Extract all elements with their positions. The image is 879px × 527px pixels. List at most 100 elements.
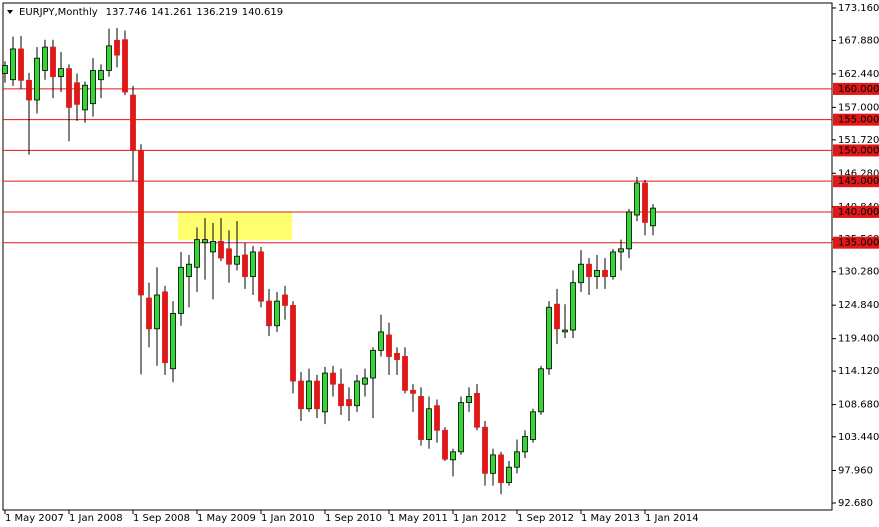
candle-body xyxy=(170,313,176,370)
candle-body xyxy=(634,182,640,216)
candle-body xyxy=(554,303,560,330)
candle-body xyxy=(354,380,360,407)
candle-body xyxy=(370,349,376,379)
candle-body xyxy=(378,331,384,351)
level-label-box xyxy=(833,82,879,95)
x-tick-label: 1 May 2013 xyxy=(581,513,640,524)
x-tick-label: 1 May 2011 xyxy=(389,513,448,524)
candle-body xyxy=(50,46,56,78)
close-value: 140.619 xyxy=(242,7,283,18)
axes: 173.160 167.880 162.440 157.000 151.720 146.2… xyxy=(4,3,879,524)
candle-body xyxy=(178,266,184,314)
candle-body xyxy=(74,82,80,105)
level-label-box xyxy=(833,205,879,218)
y-tick-label: 173.160 xyxy=(838,3,879,14)
chart-header: EURJPY,Monthly 137.746 141.261 136.219 140.6… xyxy=(19,7,283,18)
symbol: EURJPY,Monthly xyxy=(19,7,98,18)
candle-body xyxy=(242,254,248,277)
candle-body xyxy=(194,239,200,268)
candle-body xyxy=(162,291,168,364)
candle-body xyxy=(466,396,472,404)
level-label: 135.000 xyxy=(838,238,879,249)
candle-body xyxy=(458,402,464,453)
candle-body xyxy=(338,383,344,407)
x-tick-label: 1 Sep 2010 xyxy=(325,513,382,524)
y-tick-label: 146.280 xyxy=(838,168,879,179)
x-tick-label: 1 Jan 2012 xyxy=(453,513,507,524)
x-tick-label: 1 Jan 2008 xyxy=(69,513,123,524)
candle-body xyxy=(642,182,648,223)
candle-body xyxy=(202,239,208,244)
x-tick-label: 1 Sep 2008 xyxy=(133,513,190,524)
x-tick-label: 1 May 2007 xyxy=(5,513,64,524)
level-label-box xyxy=(833,175,879,188)
menu-arrow[interactable] xyxy=(7,10,13,14)
low-value: 136.219 xyxy=(196,7,237,18)
candle-body xyxy=(266,300,272,327)
candle-body xyxy=(522,436,528,453)
candle-body xyxy=(186,263,192,277)
level-label-box xyxy=(833,144,879,157)
level-label: 155.000 xyxy=(838,115,879,126)
candle-body xyxy=(570,282,576,331)
highlight-zone xyxy=(178,212,292,240)
candle-body xyxy=(58,68,64,78)
candle-body xyxy=(410,389,416,394)
candle-body xyxy=(594,269,600,277)
candle-body xyxy=(114,39,120,56)
candle-body xyxy=(362,377,368,385)
candle-body xyxy=(10,48,16,81)
candle-body xyxy=(306,380,312,410)
candle-body xyxy=(18,48,24,81)
y-tick-label: 119.400 xyxy=(838,334,879,345)
candle-body xyxy=(482,426,488,474)
candle-body xyxy=(386,334,392,357)
x-tick-label: 1 Jan 2014 xyxy=(645,513,699,524)
candle-body xyxy=(138,150,144,296)
level-label: 150.000 xyxy=(838,145,879,156)
candle-body xyxy=(322,372,328,413)
candle-body xyxy=(538,368,544,413)
y-tick-label: 130.280 xyxy=(838,267,879,278)
y-tick-label: 103.440 xyxy=(838,432,879,443)
candle-body xyxy=(618,248,624,253)
candle-body xyxy=(626,211,632,250)
candles xyxy=(2,28,656,495)
y-tick-label: 157.000 xyxy=(838,102,879,113)
candle-body xyxy=(154,294,160,330)
candle-body xyxy=(98,70,104,81)
candle-body xyxy=(546,306,552,370)
candle-body xyxy=(90,70,96,105)
candle-body xyxy=(530,411,536,440)
candle-body xyxy=(434,405,440,431)
candle-body xyxy=(394,353,400,360)
candle-body xyxy=(130,94,136,151)
candle-body xyxy=(258,251,264,302)
candle-body xyxy=(514,451,520,468)
candle-body xyxy=(490,454,496,474)
candle-body xyxy=(106,45,112,71)
y-tick-label: 162.440 xyxy=(838,69,879,80)
candle-body xyxy=(650,207,656,227)
candle-body xyxy=(474,392,480,428)
candle-body xyxy=(402,356,408,391)
candle-body xyxy=(210,241,216,253)
candle-body xyxy=(26,79,32,101)
high-value: 141.261 xyxy=(151,7,192,18)
x-tick-label: 1 Jan 2010 xyxy=(261,513,315,524)
candle-body xyxy=(42,46,48,71)
candle-body xyxy=(578,263,584,284)
candle-body xyxy=(426,408,432,440)
candle-body xyxy=(298,380,304,410)
level-label-box xyxy=(833,113,879,126)
candle-body xyxy=(226,248,232,265)
level-label: 145.000 xyxy=(838,176,879,187)
candle-body xyxy=(314,380,320,410)
candle-body xyxy=(2,65,8,74)
candle-body xyxy=(418,396,424,440)
candle-body xyxy=(506,466,512,483)
candle-body xyxy=(218,241,224,259)
x-tick-label: 1 Sep 2012 xyxy=(517,513,574,524)
candle-body xyxy=(234,255,240,265)
